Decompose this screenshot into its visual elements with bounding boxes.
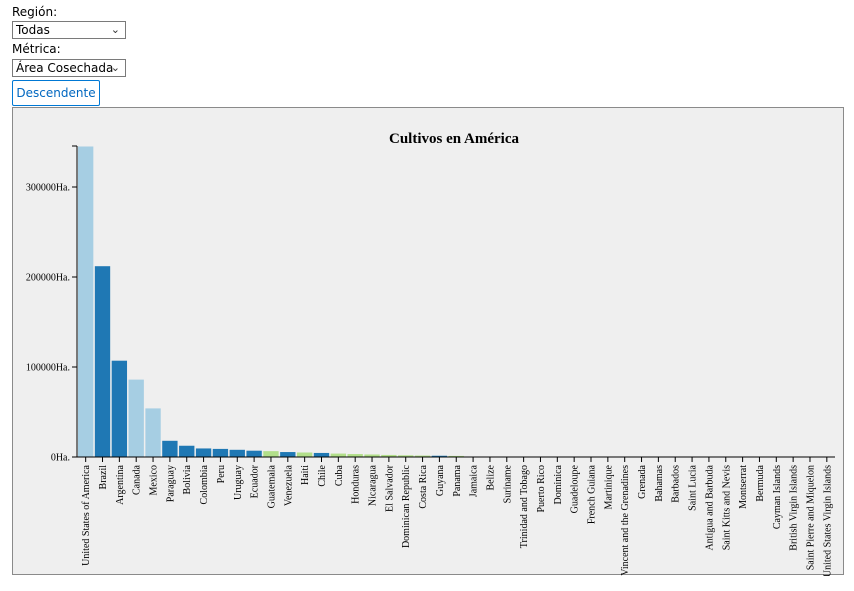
x-tick-label: Saint Vincent and the Grenadines bbox=[620, 465, 631, 576]
bar-peru bbox=[212, 448, 229, 457]
bar-guyana bbox=[431, 455, 448, 457]
x-tick-label: Guatemala bbox=[266, 464, 277, 508]
x-tick-label: Chile bbox=[317, 464, 328, 486]
y-tick-label: 200000Ha. bbox=[26, 273, 70, 284]
bar-venezuela bbox=[280, 452, 296, 457]
x-tick-label: Puerto Rico bbox=[536, 465, 547, 513]
x-tick-label: Nicaragua bbox=[368, 464, 379, 506]
bar-brazil bbox=[94, 266, 111, 457]
x-tick-label: Bermuda bbox=[755, 464, 766, 501]
x-tick-label: Saint Pierre and Miquelon bbox=[805, 465, 816, 570]
region-label: Región: bbox=[12, 5, 58, 19]
chart-title: Cultivos en América bbox=[389, 131, 519, 147]
x-tick-label: United States Virgin Islands bbox=[822, 465, 833, 576]
x-tick-label: Uruguay bbox=[233, 465, 244, 500]
bar-united-states-of-america bbox=[78, 146, 94, 457]
x-tick-label: Trinidad and Tobago bbox=[519, 465, 530, 548]
bar-chart: Cultivos en América 0Ha. 100000Ha. 200000H… bbox=[26, 131, 835, 576]
bar-paraguay bbox=[162, 440, 178, 457]
bar-bolivia bbox=[179, 445, 195, 457]
x-tick-label: Guadeloupe bbox=[570, 464, 581, 513]
x-tick-label: Antigua and Barbuda bbox=[704, 464, 715, 550]
chart-area: Cultivos en América 0Ha. 100000Ha. 200000H… bbox=[12, 107, 844, 576]
x-tick-label: Montserrat bbox=[738, 465, 749, 509]
bar-ecuador bbox=[246, 450, 262, 457]
bar-argentina bbox=[111, 360, 128, 457]
x-tick-label: El Salvador bbox=[384, 464, 395, 512]
x-tick-label: Ecuador bbox=[250, 464, 261, 498]
x-tick-label: British Virgin Islands bbox=[789, 465, 800, 551]
x-tick-label: Dominica bbox=[553, 464, 564, 504]
region-select[interactable]: Todas ⌄ bbox=[12, 21, 126, 39]
y-tick-label: 300000Ha. bbox=[26, 183, 70, 194]
bar-dominican-republic bbox=[398, 455, 414, 457]
bar-colombia bbox=[195, 448, 212, 457]
x-tick-label: United States of America bbox=[81, 464, 92, 565]
x-tick-label: Cayman Islands bbox=[772, 465, 783, 529]
x-tick-label: Brazil bbox=[98, 465, 109, 490]
bar-honduras bbox=[347, 454, 363, 457]
y-tick-label: 100000Ha. bbox=[26, 363, 70, 374]
x-tick-label: Martinique bbox=[603, 464, 614, 509]
x-tick-label: French Guiana bbox=[587, 464, 598, 524]
x-tick-label: Peru bbox=[216, 465, 227, 483]
x-tick-label: Belize bbox=[485, 464, 496, 490]
chevron-down-icon: ⌄ bbox=[110, 61, 120, 74]
x-tick-label: Saint Kitts and Nevis bbox=[721, 465, 732, 550]
x-tick-label: Venezuela bbox=[283, 464, 294, 506]
x-tick-label: Paraguay bbox=[165, 465, 176, 502]
bar-el-salvador bbox=[381, 454, 397, 457]
x-tick-label: Haiti bbox=[300, 465, 311, 485]
x-tick-label: Argentina bbox=[115, 464, 126, 504]
x-tick-label: Panama bbox=[452, 464, 463, 496]
x-tick-label: Canada bbox=[132, 464, 143, 495]
x-tick-label: Jamaica bbox=[469, 464, 480, 497]
x-tick-label: Dominican Republic bbox=[401, 464, 412, 548]
bar-panama bbox=[448, 455, 464, 457]
x-tick-label: Bolivia bbox=[182, 464, 193, 494]
bar-uruguay bbox=[229, 449, 245, 457]
bar-cuba bbox=[330, 453, 347, 457]
x-tick-label: Mexico bbox=[149, 465, 160, 496]
bar-chile bbox=[313, 452, 330, 457]
x-tick-label: Guyana bbox=[435, 464, 446, 496]
x-tick-label: Bahamas bbox=[654, 465, 665, 502]
x-tick-label: Colombia bbox=[199, 464, 210, 504]
metric-select-value: Área Cosechada bbox=[16, 61, 114, 75]
bar-nicaragua bbox=[364, 454, 380, 457]
bar-canada bbox=[128, 379, 144, 457]
bar-mexico bbox=[145, 408, 161, 457]
x-tick-label: Barbados bbox=[671, 465, 682, 503]
x-tick-label: Honduras bbox=[351, 465, 362, 504]
region-select-value: Todas bbox=[16, 23, 50, 37]
x-tick-label: Costa Rica bbox=[418, 464, 429, 508]
y-tick-label: 0Ha. bbox=[51, 453, 70, 464]
x-tick-label: Suriname bbox=[502, 464, 513, 503]
bar-haiti bbox=[296, 452, 313, 457]
chevron-down-icon: ⌄ bbox=[110, 23, 120, 36]
bar-guatemala bbox=[263, 451, 279, 457]
metric-select[interactable]: Área Cosechada ⌄ bbox=[12, 59, 126, 77]
metric-label: Métrica: bbox=[12, 42, 61, 56]
x-tick-label: Cuba bbox=[334, 464, 345, 486]
sort-descending-button[interactable]: Descendente bbox=[12, 80, 100, 106]
x-tick-label: Saint Lucia bbox=[688, 464, 699, 510]
x-tick-label: Grenada bbox=[637, 464, 648, 498]
bar-costa-rica bbox=[414, 455, 431, 457]
